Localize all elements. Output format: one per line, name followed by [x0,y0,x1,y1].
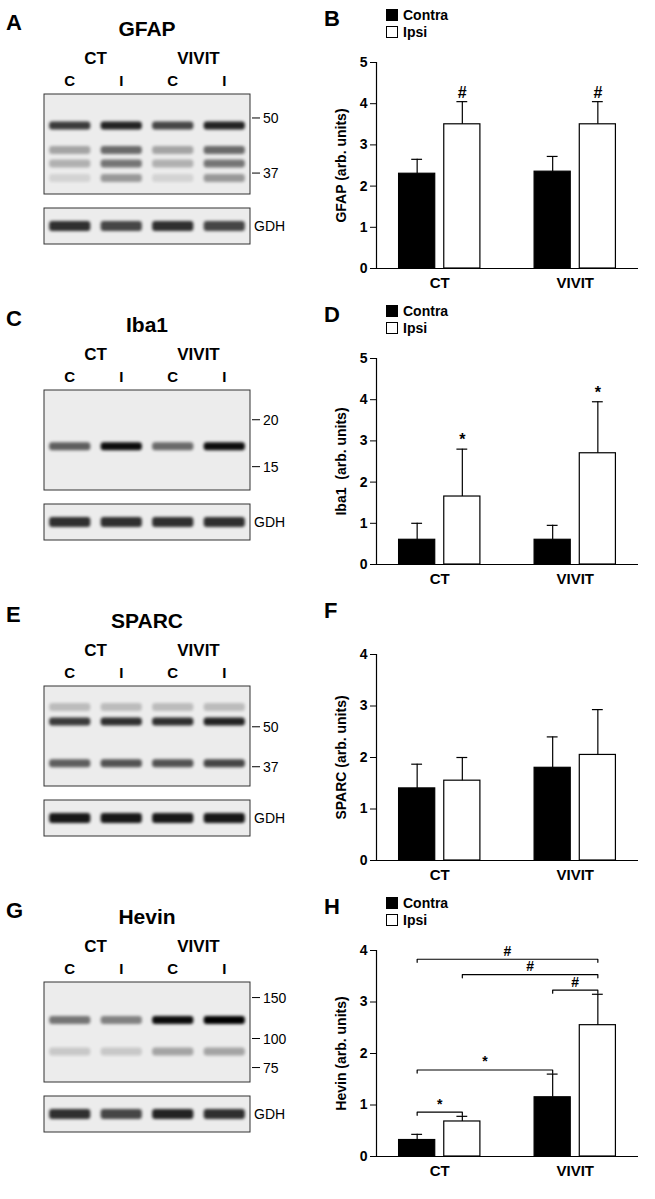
svg-text:1: 1 [360,219,368,235]
svg-text:CT: CT [430,570,450,587]
svg-text:CT: CT [84,345,107,364]
svg-text:E: E [6,602,21,627]
svg-text:CT: CT [430,274,450,291]
svg-text:0: 0 [360,1148,368,1164]
svg-text:#: # [504,943,512,959]
html-text:Contra: Contra [403,302,449,319]
svg-text:3: 3 [360,432,368,448]
svg-text:*: * [459,431,466,448]
svg-text:Iba1 (arb. units): Iba1 (arb. units) [333,407,349,515]
svg-text:150: 150 [263,990,287,1006]
svg-text:2: 2 [360,474,368,490]
svg-text:#: # [593,84,602,101]
svg-text:37: 37 [263,759,279,775]
svg-text:3: 3 [360,136,368,152]
svg-text:VIVIT: VIVIT [557,866,595,883]
svg-text:CT: CT [84,937,107,956]
svg-text:I: I [119,72,123,89]
svg-text:3: 3 [360,993,368,1009]
svg-text:VIVIT: VIVIT [177,641,220,660]
svg-text:VIVIT: VIVIT [177,49,220,68]
svg-text:C: C [167,72,178,89]
svg-text:CT: CT [430,866,450,883]
svg-text:GDH: GDH [254,1106,285,1122]
svg-text:1: 1 [360,515,368,531]
svg-text:VIVIT: VIVIT [557,570,595,587]
svg-text:I: I [119,960,123,977]
html-text:D: D [324,302,340,327]
html-text:Ipsi: Ipsi [403,911,428,928]
svg-text:1: 1 [360,800,368,816]
svg-text:20: 20 [263,412,279,428]
svg-text:75: 75 [263,1060,279,1076]
svg-text:4: 4 [360,391,368,407]
svg-text:#: # [526,958,534,974]
svg-text:4: 4 [360,95,368,111]
html-text:Ipsi: Ipsi [403,23,428,40]
svg-text:VIVIT: VIVIT [557,274,595,291]
svg-text:2: 2 [360,178,368,194]
svg-text:CT: CT [430,1162,450,1179]
html-text:Contra: Contra [403,6,449,23]
svg-text:I: I [222,960,226,977]
svg-text:C: C [6,306,22,331]
svg-text:*: * [482,1053,488,1069]
svg-text:*: * [437,1096,443,1112]
html-text:H: H [324,894,340,919]
svg-text:I: I [222,664,226,681]
svg-text:#: # [458,84,467,101]
svg-text:Hevin: Hevin [118,905,175,928]
svg-text:C: C [167,960,178,977]
svg-text:I: I [119,368,123,385]
html-text:B: B [324,6,340,31]
svg-text:VIVIT: VIVIT [177,345,220,364]
svg-text:Hevin (arb. units): Hevin (arb. units) [333,996,349,1110]
html-text:Ipsi: Ipsi [403,319,428,336]
svg-text:0: 0 [360,260,368,276]
svg-text:#: # [571,974,579,990]
svg-text:4: 4 [360,646,368,662]
svg-text:2: 2 [360,1045,368,1061]
svg-text:SPARC (arb. units): SPARC (arb. units) [333,695,349,819]
html-text:F: F [324,598,338,623]
html-text:Contra: Contra [403,894,449,911]
svg-text:50: 50 [263,719,279,735]
svg-text:C: C [64,664,75,681]
svg-text:15: 15 [263,459,279,475]
svg-text:GDH: GDH [254,218,285,234]
svg-text:CT: CT [84,641,107,660]
svg-text:C: C [167,664,178,681]
svg-text:*: * [595,384,602,401]
svg-text:4: 4 [360,942,368,958]
svg-text:CT: CT [84,49,107,68]
svg-text:5: 5 [360,54,368,70]
svg-text:50: 50 [263,110,279,126]
svg-text:37: 37 [263,165,279,181]
svg-text:0: 0 [360,556,368,572]
svg-text:VIVIT: VIVIT [557,1162,595,1179]
svg-text:1: 1 [360,1096,368,1112]
svg-text:2: 2 [360,749,368,765]
svg-text:3: 3 [360,697,368,713]
svg-text:5: 5 [360,350,368,366]
svg-text:0: 0 [360,852,368,868]
svg-text:I: I [222,368,226,385]
svg-text:I: I [119,664,123,681]
svg-text:A: A [6,10,22,35]
svg-text:I: I [222,72,226,89]
svg-text:C: C [167,368,178,385]
svg-text:VIVIT: VIVIT [177,937,220,956]
svg-text:GFAP (arb. units): GFAP (arb. units) [333,108,349,222]
svg-text:SPARC: SPARC [111,609,183,632]
svg-text:C: C [64,72,75,89]
svg-text:GDH: GDH [254,514,285,530]
svg-text:C: C [64,960,75,977]
svg-text:GDH: GDH [254,810,285,826]
svg-text:GFAP: GFAP [118,17,175,40]
svg-text:G: G [6,898,23,923]
svg-text:C: C [64,368,75,385]
svg-text:Iba1: Iba1 [126,313,168,336]
svg-text:100: 100 [263,1031,287,1047]
